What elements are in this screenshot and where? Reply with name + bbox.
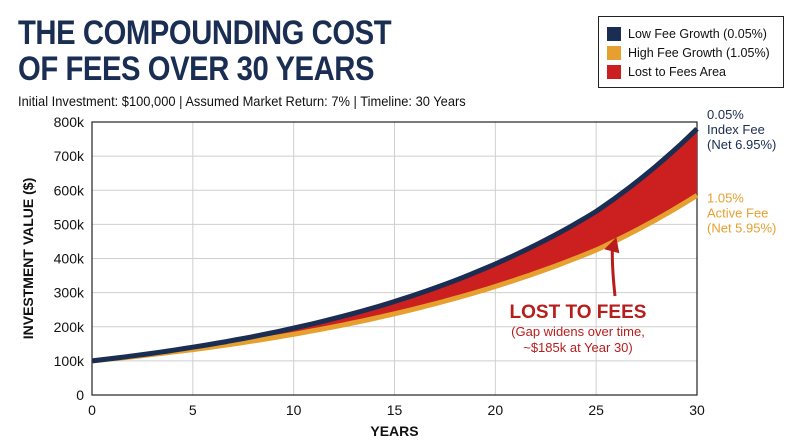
chart-title-line-1: THE COMPOUNDING COST — [18, 14, 392, 52]
x-tick-label-0: 0 — [88, 402, 96, 418]
x-tick-label-4: 20 — [488, 402, 504, 418]
legend-entry-lost: Lost to Fees Area — [607, 62, 775, 81]
end-label-1-line-0: 1.05% — [707, 190, 744, 205]
legend-swatch-lost — [607, 64, 621, 79]
y-tick-label-8: 800k — [54, 114, 85, 130]
x-tick-label-2: 10 — [286, 402, 302, 418]
y-tick-label-0: 0 — [76, 387, 84, 403]
annotation-line-1: ~$185k at Year 30) — [523, 340, 633, 355]
legend-label-lost: Lost to Fees Area — [628, 64, 726, 79]
end-label-0-line-2: (Net 6.95%) — [707, 137, 776, 152]
y-tick-label-7: 700k — [54, 148, 85, 164]
annotation-arrow-shaft — [610, 249, 617, 297]
x-tick-label-3: 15 — [387, 402, 403, 418]
plot-frame — [91, 121, 698, 396]
x-axis-title: YEARS — [370, 423, 418, 439]
chart-title-line-2: OF FEES OVER 30 YEARS — [18, 50, 375, 88]
legend: Low Fee Growth (0.05%) High Fee Growth (… — [598, 16, 784, 88]
y-tick-label-5: 500k — [54, 216, 85, 232]
end-label-1-line-2: (Net 5.95%) — [707, 220, 776, 235]
end-label-0-line-1: Index Fee — [707, 122, 765, 137]
annotation-title: LOST TO FEES — [510, 302, 647, 323]
legend-label-low-fee: Low Fee Growth (0.05%) — [628, 26, 767, 41]
lost-to-fees-area — [92, 128, 697, 361]
end-label-0-line-0: 0.05% — [707, 107, 744, 122]
annotation-line-0: (Gap widens over time, — [511, 324, 645, 339]
legend-entry-low-fee: Low Fee Growth (0.05%) — [607, 24, 775, 43]
y-tick-label-3: 300k — [54, 285, 85, 301]
annotation-arrow-head — [604, 237, 620, 254]
chart-subtitle: Initial Investment: $100,000 | Assumed M… — [18, 93, 466, 109]
legend-entry-high-fee: High Fee Growth (1.05%) — [607, 43, 775, 62]
y-tick-label-6: 600k — [54, 182, 85, 198]
end-label-1-line-1: Active Fee — [707, 205, 768, 220]
y-tick-label-1: 100k — [54, 353, 85, 369]
x-tick-label-1: 5 — [189, 402, 197, 418]
series-line-low-fee — [91, 127, 699, 364]
legend-swatch-high-fee — [607, 45, 621, 60]
y-axis-title: INVESTMENT VALUE ($) — [20, 178, 36, 340]
legend-label-high-fee: High Fee Growth (1.05%) — [628, 45, 770, 60]
x-tick-label-5: 25 — [588, 402, 604, 418]
y-tick-label-2: 200k — [54, 319, 85, 335]
legend-swatch-low-fee — [607, 26, 621, 41]
y-tick-label-4: 400k — [54, 251, 85, 267]
x-tick-label-6: 30 — [689, 402, 705, 418]
